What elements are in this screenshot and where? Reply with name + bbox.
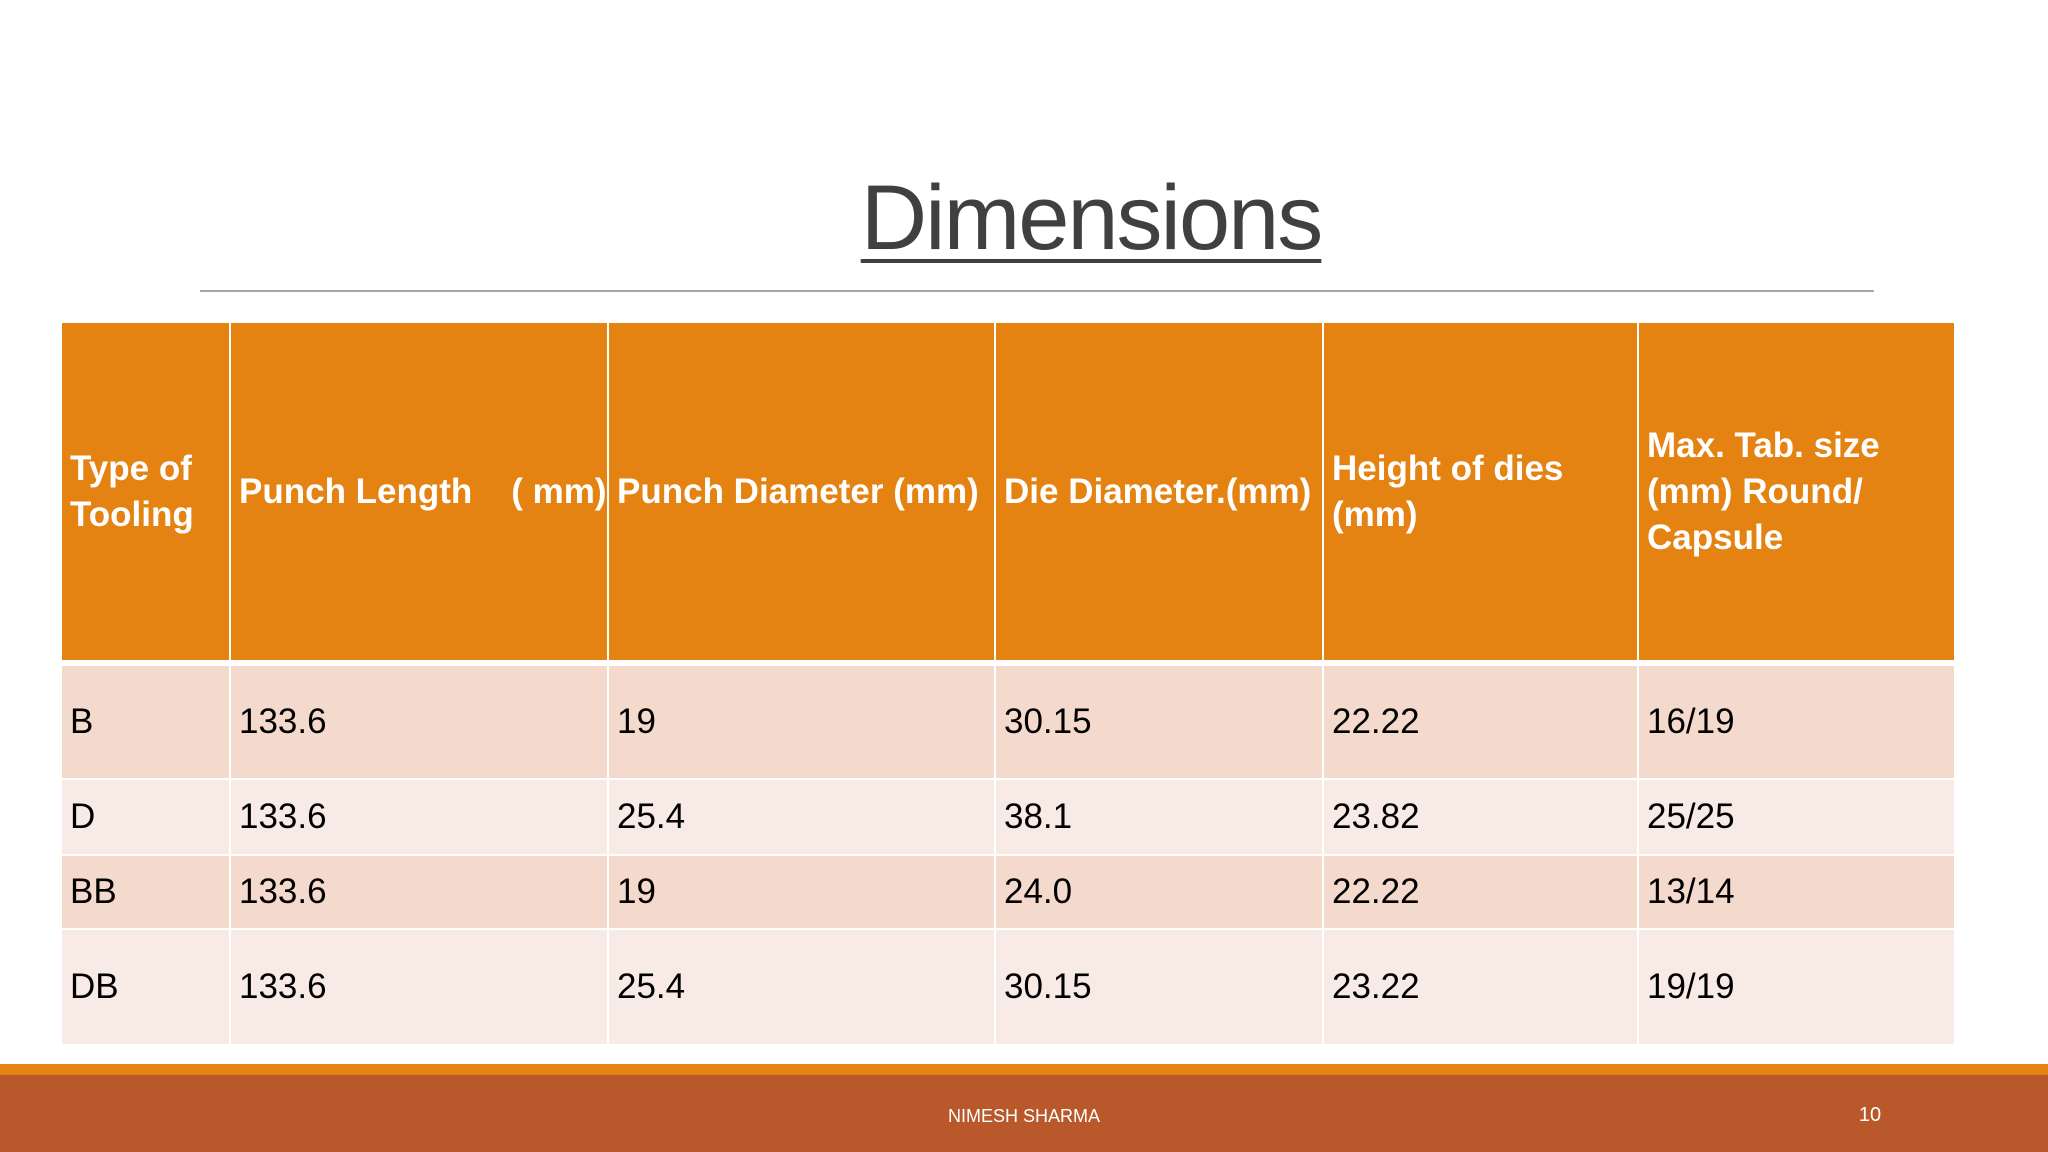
table-cell: 23.82 — [1322, 778, 1639, 856]
table-cell: 24.0 — [994, 854, 1324, 930]
table-cell: DB — [60, 928, 231, 1046]
dimensions-table: Type of Tooling Punch Length ( mm) Punch… — [60, 321, 1956, 1046]
column-header-die-diameter: Die Diameter.(mm) — [994, 321, 1324, 666]
table-cell: 38.1 — [994, 778, 1324, 856]
column-header-height-of-dies: Height of dies (mm) — [1322, 321, 1639, 666]
table-cell: BB — [60, 854, 231, 930]
table-cell: 25.4 — [607, 928, 996, 1046]
column-header-punch-diameter: Punch Diameter (mm) — [607, 321, 996, 666]
table-cell: 13/14 — [1637, 854, 1956, 930]
table-cell: 133.6 — [229, 662, 609, 780]
table-row: BB 133.6 19 24.0 22.22 13/14 — [60, 854, 1956, 930]
table-cell: 133.6 — [229, 854, 609, 930]
table-cell: 22.22 — [1322, 854, 1639, 930]
table-cell: 23.22 — [1322, 928, 1639, 1046]
table-cell: D — [60, 778, 231, 856]
column-header-type: Type of Tooling — [60, 321, 231, 666]
table-cell: 19 — [607, 854, 996, 930]
table-cell: 19/19 — [1637, 928, 1956, 1046]
dimensions-table-container: Type of Tooling Punch Length ( mm) Punch… — [60, 321, 1956, 1046]
column-header-punch-length: Punch Length ( mm) — [229, 321, 609, 666]
footer-accent-stripe — [0, 1064, 2048, 1075]
table-cell: 16/19 — [1637, 662, 1956, 780]
table-cell: B — [60, 662, 231, 780]
table-cell: 25.4 — [607, 778, 996, 856]
table-cell: 22.22 — [1322, 662, 1639, 780]
table-cell: 133.6 — [229, 928, 609, 1046]
table-cell: 133.6 — [229, 778, 609, 856]
table-cell: 19 — [607, 662, 996, 780]
footer-author: NIMESH SHARMA — [947, 1106, 1100, 1126]
footer-bar — [0, 1075, 2048, 1152]
table-cell: 25/25 — [1637, 778, 1956, 856]
table-header-row: Type of Tooling Punch Length ( mm) Punch… — [60, 321, 1956, 666]
table-row: DB 133.6 25.4 30.15 23.22 19/19 — [60, 928, 1956, 1046]
slide-title: Dimensions — [860, 167, 1324, 269]
column-header-max-tab-size: Max. Tab. size (mm) Round/ Capsule — [1637, 321, 1956, 666]
table-row: B 133.6 19 30.15 22.22 16/19 — [60, 662, 1956, 780]
table-cell: 30.15 — [994, 662, 1324, 780]
title-divider — [200, 290, 1874, 292]
page-number: 10 — [1858, 1104, 1882, 1126]
table-row: D 133.6 25.4 38.1 23.82 25/25 — [60, 778, 1956, 856]
table-cell: 30.15 — [994, 928, 1324, 1046]
